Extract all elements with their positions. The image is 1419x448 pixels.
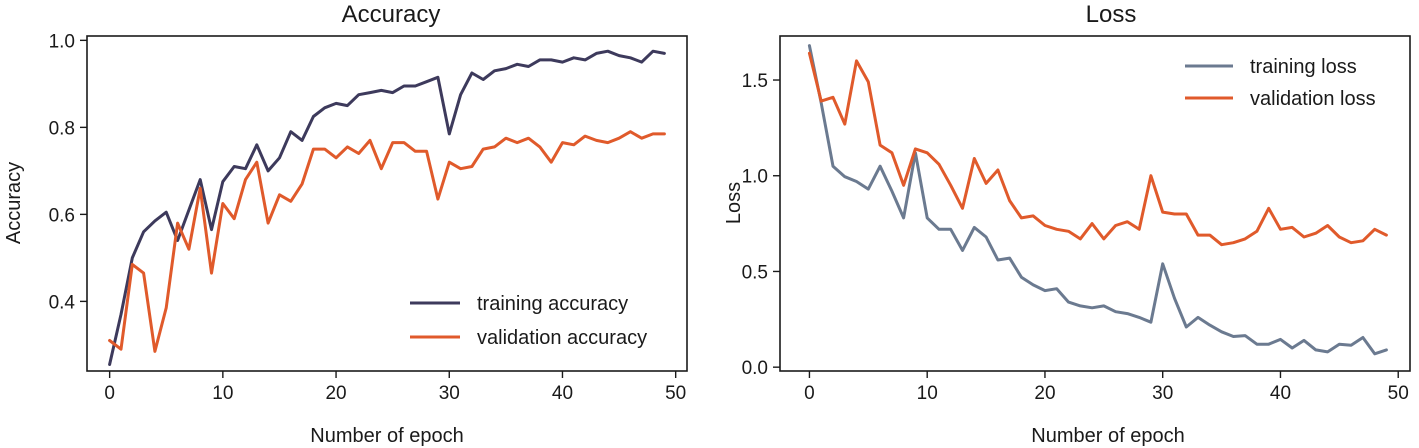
loss-x-tick-label: 50	[1388, 383, 1409, 404]
series-line-training-accuracy	[108, 49, 666, 366]
loss-y-tick-label: 1.5	[742, 71, 768, 92]
legend-label-training-accuracy: training accuracy	[477, 293, 628, 315]
loss-series	[807, 44, 1388, 356]
accuracy-x-tick-label: 0	[104, 383, 115, 404]
loss-x-tick-label: 40	[1270, 383, 1291, 404]
accuracy-x-tick-label: 50	[665, 383, 686, 404]
loss-plot-frame	[779, 35, 1411, 372]
loss-y-tick-label: 0.5	[742, 262, 768, 283]
series-line-training-loss	[807, 44, 1388, 356]
loss-x-tick-label: 10	[917, 383, 938, 404]
legend-label-validation-accuracy: validation accuracy	[477, 327, 647, 349]
loss-x-tick-label: 20	[1034, 383, 1055, 404]
loss-legend: training loss validation loss	[1185, 56, 1376, 110]
accuracy-x-tick-label: 10	[212, 383, 233, 404]
accuracy-series	[108, 49, 666, 366]
accuracy-y-tick-label: 1.0	[49, 31, 75, 52]
loss-y-tick-label: 0.0	[742, 358, 768, 379]
accuracy-panel: Accuracy Number of epoch Accuracy 0 10 20 3…	[3, 1, 688, 447]
accuracy-y-tick-label: 0.6	[49, 205, 75, 226]
accuracy-legend: training accuracy validation accuracy	[410, 293, 647, 349]
series-line-validation-accuracy	[108, 130, 666, 353]
accuracy-y-tick-label: 0.8	[49, 118, 75, 139]
loss-x-tick-label: 0	[804, 383, 815, 404]
loss-chart-title: Loss	[1086, 1, 1137, 28]
loss-y-tick-label: 1.0	[742, 167, 768, 188]
loss-x-axis-label: Number of epoch	[1031, 425, 1184, 447]
legend-label-training-loss: training loss	[1250, 56, 1357, 78]
accuracy-x-axis-label: Number of epoch	[310, 425, 463, 447]
accuracy-ticks: 0 10 20 30 40 50 0.4 0.6 0.8 1.0	[49, 31, 687, 404]
loss-y-axis-label: Loss	[723, 182, 745, 224]
loss-ticks: 0 10 20 30 40 50 0.0 0.5 1.0 1.5	[742, 71, 1409, 404]
series-line-validation-loss	[807, 51, 1388, 247]
accuracy-chart-title: Accuracy	[342, 1, 441, 28]
accuracy-x-tick-label: 40	[552, 383, 573, 404]
accuracy-y-axis-label: Accuracy	[3, 162, 25, 244]
accuracy-x-tick-label: 30	[439, 383, 460, 404]
loss-x-tick-label: 30	[1152, 383, 1173, 404]
loss-panel: Loss Number of epoch Loss 0 10 20 30 40 50 0.0…	[723, 1, 1411, 447]
accuracy-x-tick-label: 20	[325, 383, 346, 404]
accuracy-y-tick-label: 0.4	[49, 292, 76, 313]
accuracy-plot-frame	[86, 35, 688, 372]
legend-label-validation-loss: validation loss	[1250, 88, 1376, 110]
